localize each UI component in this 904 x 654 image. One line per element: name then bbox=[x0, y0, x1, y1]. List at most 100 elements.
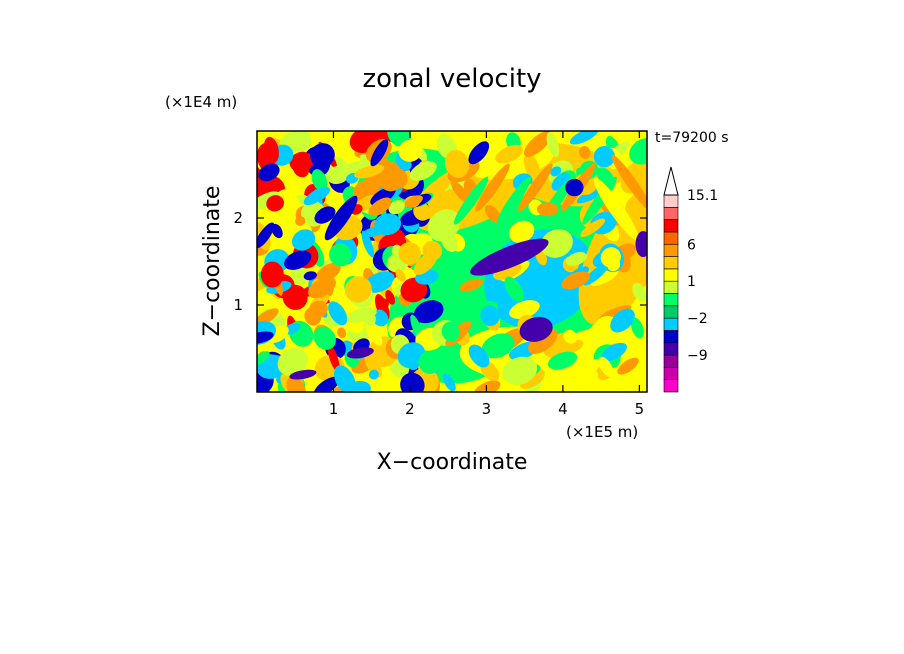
field-cell bbox=[380, 298, 389, 308]
field-cell bbox=[459, 278, 484, 292]
field-cell bbox=[413, 252, 437, 275]
field-cell bbox=[409, 161, 437, 181]
field-cell bbox=[291, 229, 316, 251]
field-cell bbox=[400, 372, 425, 392]
y-unit-label: (×1E4 m) bbox=[165, 93, 237, 111]
field-cell bbox=[329, 243, 352, 267]
field-cell bbox=[303, 271, 317, 281]
field-cell bbox=[442, 373, 456, 392]
colorbar-swatch bbox=[663, 379, 679, 393]
field-cell bbox=[518, 163, 553, 212]
field-cell bbox=[328, 301, 348, 326]
x-axis-label: X−coordinate bbox=[377, 450, 528, 475]
field-cell bbox=[295, 216, 306, 226]
field-cell bbox=[314, 376, 340, 392]
field-cell bbox=[523, 152, 540, 181]
x-tick-label: 5 bbox=[635, 400, 645, 418]
field-cell bbox=[337, 327, 347, 339]
colorbar-swatch bbox=[663, 293, 679, 307]
y-tick-label: 2 bbox=[233, 209, 243, 227]
field-cell bbox=[617, 357, 639, 375]
field-cell bbox=[546, 132, 560, 158]
field-cell bbox=[266, 195, 285, 212]
field-cell bbox=[370, 186, 396, 206]
field-cell bbox=[566, 252, 587, 266]
colorbar-swatch bbox=[663, 305, 679, 319]
field-cell bbox=[600, 342, 627, 362]
field-cell bbox=[579, 145, 591, 159]
field-cell bbox=[607, 258, 621, 272]
field-cell bbox=[583, 263, 609, 286]
field-cell bbox=[481, 333, 515, 359]
field-cell bbox=[271, 223, 283, 239]
field-cell bbox=[398, 242, 422, 265]
chart-title: zonal velocity bbox=[362, 64, 541, 94]
field-cell bbox=[413, 202, 431, 221]
field-cell bbox=[277, 347, 308, 377]
colorbar-swatch bbox=[663, 280, 679, 294]
colorbar-swatch bbox=[663, 207, 679, 220]
field-cell bbox=[611, 154, 647, 212]
field-cell bbox=[258, 163, 280, 182]
field-cell bbox=[327, 344, 340, 373]
field-cell bbox=[286, 376, 306, 392]
field-cell bbox=[468, 344, 490, 368]
field-cell bbox=[289, 151, 314, 173]
colorbar-swatch bbox=[663, 256, 679, 270]
field-cell bbox=[629, 138, 647, 165]
field-cell bbox=[557, 339, 584, 356]
colorbar-label: 6 bbox=[687, 237, 696, 253]
field-cell bbox=[368, 197, 392, 217]
field-cell bbox=[377, 163, 403, 192]
field-cell bbox=[354, 164, 385, 179]
colorbar-swatch bbox=[663, 367, 679, 380]
field-cell bbox=[315, 262, 341, 283]
heatmap-field bbox=[257, 131, 647, 392]
field-cell bbox=[540, 229, 573, 258]
field-cell bbox=[427, 209, 461, 242]
field-cell bbox=[257, 222, 275, 249]
field-cell bbox=[519, 368, 545, 389]
colorbar-label: −2 bbox=[687, 311, 708, 327]
field-cell bbox=[310, 143, 335, 168]
x-tick-label: 3 bbox=[482, 400, 492, 418]
colorbar-swatch bbox=[663, 317, 679, 331]
field-cell bbox=[561, 271, 590, 290]
field-cell bbox=[324, 195, 358, 241]
field-cell bbox=[593, 177, 640, 241]
x-tick-label: 4 bbox=[558, 400, 568, 418]
colorbar-swatch bbox=[663, 354, 679, 368]
field-cell bbox=[484, 204, 501, 223]
field-cell bbox=[284, 250, 312, 270]
field-cell bbox=[563, 329, 578, 344]
field-cell bbox=[625, 192, 647, 221]
colorbar-swatch bbox=[663, 243, 679, 257]
field-cell bbox=[451, 180, 471, 204]
x-axis-ticks: 1 2 3 4 5 bbox=[329, 131, 644, 418]
field-cell bbox=[635, 231, 647, 258]
field-cell bbox=[593, 146, 615, 168]
field-cell bbox=[404, 195, 423, 208]
field-cell bbox=[303, 186, 331, 206]
field-cell bbox=[453, 176, 489, 225]
field-cell bbox=[368, 369, 379, 380]
field-cell bbox=[346, 347, 374, 359]
field-cell bbox=[444, 149, 470, 178]
field-cell bbox=[413, 300, 444, 324]
field-cell bbox=[333, 365, 356, 392]
field-cell bbox=[441, 321, 460, 342]
colorbar-label: 15.1 bbox=[687, 188, 718, 204]
colorbar-swatch bbox=[663, 330, 679, 344]
field-cell bbox=[504, 276, 524, 302]
colorbar-swatch bbox=[663, 231, 679, 245]
field-cell bbox=[610, 308, 635, 333]
plot-frame bbox=[256, 130, 648, 393]
field-cell bbox=[263, 136, 279, 164]
field-cell bbox=[321, 131, 337, 148]
field-cell bbox=[370, 139, 389, 167]
field-cell bbox=[550, 166, 562, 177]
field-cell-maximum bbox=[260, 261, 284, 288]
colorbar-swatch bbox=[663, 268, 679, 282]
field-cell bbox=[523, 131, 552, 157]
